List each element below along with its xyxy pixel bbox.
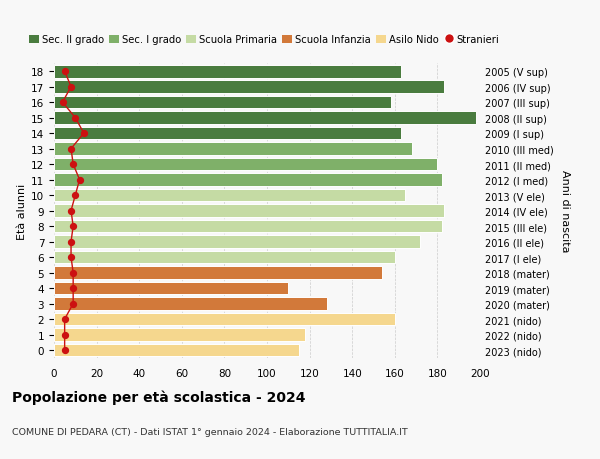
Point bbox=[66, 207, 76, 215]
Point bbox=[58, 99, 67, 106]
Y-axis label: Anni di nascita: Anni di nascita bbox=[560, 170, 570, 252]
Point bbox=[68, 161, 78, 168]
Bar bbox=[54, 66, 401, 78]
Bar bbox=[54, 112, 476, 125]
Bar bbox=[54, 344, 299, 357]
Bar bbox=[54, 251, 395, 264]
Point bbox=[79, 130, 89, 138]
Point bbox=[66, 238, 76, 246]
Point bbox=[66, 254, 76, 261]
Bar bbox=[54, 96, 391, 109]
Bar bbox=[54, 267, 382, 280]
Bar bbox=[54, 313, 395, 326]
Point bbox=[60, 331, 70, 338]
Point bbox=[68, 285, 78, 292]
Bar bbox=[54, 174, 442, 186]
Point bbox=[66, 146, 76, 153]
Legend: Sec. II grado, Sec. I grado, Scuola Primaria, Scuola Infanzia, Asilo Nido, Stran: Sec. II grado, Sec. I grado, Scuola Prim… bbox=[25, 31, 503, 49]
Bar bbox=[54, 282, 288, 295]
Bar bbox=[54, 190, 406, 202]
Bar bbox=[54, 143, 412, 156]
Y-axis label: Età alunni: Età alunni bbox=[17, 183, 27, 239]
Point bbox=[68, 223, 78, 230]
Point bbox=[71, 115, 80, 122]
Bar bbox=[54, 297, 326, 310]
Bar bbox=[54, 205, 444, 218]
Bar bbox=[54, 329, 305, 341]
Point bbox=[75, 177, 85, 184]
Point bbox=[60, 68, 70, 76]
Point bbox=[60, 347, 70, 354]
Point bbox=[68, 300, 78, 308]
Bar bbox=[54, 236, 421, 248]
Point bbox=[66, 84, 76, 91]
Bar bbox=[54, 158, 437, 171]
Bar bbox=[54, 220, 442, 233]
Bar bbox=[54, 81, 444, 94]
Point bbox=[60, 316, 70, 323]
Text: COMUNE DI PEDARA (CT) - Dati ISTAT 1° gennaio 2024 - Elaborazione TUTTITALIA.IT: COMUNE DI PEDARA (CT) - Dati ISTAT 1° ge… bbox=[12, 427, 408, 436]
Point bbox=[71, 192, 80, 199]
Bar bbox=[54, 128, 401, 140]
Point bbox=[68, 269, 78, 277]
Text: Popolazione per età scolastica - 2024: Popolazione per età scolastica - 2024 bbox=[12, 390, 305, 405]
